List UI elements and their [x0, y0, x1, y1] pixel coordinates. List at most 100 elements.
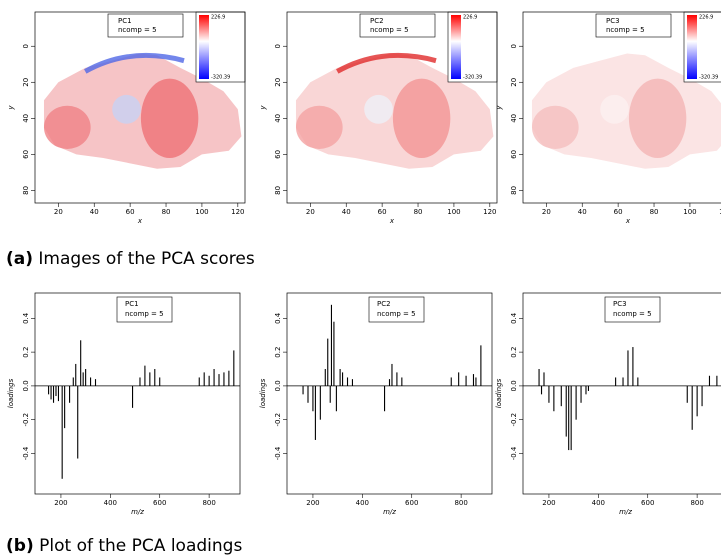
- y-tick-label: 40: [22, 114, 30, 123]
- x-tick-label: 120: [483, 208, 496, 216]
- colorbar-label: 226.9: [699, 15, 713, 21]
- y-tick-label: 80: [274, 186, 282, 195]
- legend-title: PC3: [606, 17, 620, 25]
- x-axis-label: x: [137, 217, 143, 225]
- y-tick-label: 0.0: [510, 380, 518, 391]
- plot-frame: [522, 11, 721, 204]
- legend-box: [368, 296, 425, 323]
- y-tick-label: -0.2: [274, 413, 282, 427]
- x-tick-label: 800: [202, 499, 215, 507]
- x-tick-label: 40: [578, 208, 587, 216]
- y-tick-label: 80: [22, 186, 30, 195]
- x-tick-label: 600: [641, 499, 654, 507]
- colorbar-label: -320.39: [211, 75, 230, 81]
- x-tick-label: 80: [162, 208, 171, 216]
- legend-text: ncomp = 5: [377, 310, 416, 318]
- legend-text: ncomp = 5: [118, 26, 157, 34]
- tissue-edge: [336, 52, 437, 74]
- caption: (a) Images of the PCA scores: [6, 249, 255, 269]
- x-axis-label: m/z: [131, 508, 144, 516]
- caption: (b) Plot of the PCA loadings: [6, 536, 242, 556]
- y-tick-label: 0.2: [274, 347, 282, 358]
- plot-frame: [34, 11, 246, 204]
- colorbar-label: -320.39: [463, 75, 482, 81]
- y-axis-label: y: [259, 105, 267, 111]
- y-tick-label: 0: [274, 44, 282, 48]
- x-tick-label: 80: [414, 208, 423, 216]
- y-tick-label: 20: [274, 78, 282, 87]
- x-axis-label: x: [389, 217, 395, 225]
- y-tick-label: 0.0: [274, 380, 282, 391]
- x-tick-label: 60: [614, 208, 623, 216]
- x-tick-label: 100: [447, 208, 460, 216]
- y-axis-label: y: [7, 105, 15, 111]
- colorbar: [199, 15, 209, 79]
- tissue-region: [392, 78, 451, 158]
- y-tick-label: -0.2: [22, 413, 30, 427]
- x-tick-label: 100: [195, 208, 208, 216]
- x-tick-label: 800: [454, 499, 467, 507]
- y-tick-label: 60: [274, 150, 282, 159]
- legend-box: [107, 13, 184, 38]
- x-tick-label: 100: [683, 208, 696, 216]
- y-axis-label: loadings: [7, 378, 15, 408]
- x-tick-label: 400: [356, 499, 369, 507]
- colorbar-label: 226.9: [463, 15, 477, 21]
- x-tick-label: 20: [306, 208, 315, 216]
- legend-text: ncomp = 5: [125, 310, 164, 318]
- legend-text: ncomp = 5: [613, 310, 652, 318]
- y-tick-label: 0.0: [22, 380, 30, 391]
- colorbar-label: 226.9: [211, 15, 225, 21]
- legend-box: [595, 13, 672, 38]
- y-tick-label: 0: [510, 44, 518, 48]
- y-tick-label: -0.4: [510, 446, 518, 460]
- x-tick-label: 60: [126, 208, 135, 216]
- x-tick-label: 120: [231, 208, 244, 216]
- legend-title: PC2: [370, 17, 384, 25]
- y-tick-label: -0.2: [510, 413, 518, 427]
- x-tick-label: 400: [592, 499, 605, 507]
- y-tick-label: 60: [510, 150, 518, 159]
- x-tick-label: 20: [542, 208, 551, 216]
- y-axis-label: y: [495, 105, 503, 111]
- legend-text: ncomp = 5: [370, 26, 409, 34]
- x-tick-label: 600: [405, 499, 418, 507]
- y-axis-label: loadings: [259, 378, 267, 408]
- x-tick-label: 200: [542, 499, 555, 507]
- plot-frame: [522, 292, 721, 495]
- tissue-region: [112, 94, 141, 124]
- legend-title: PC2: [377, 300, 391, 308]
- legend-text: ncomp = 5: [606, 26, 645, 34]
- panel: PC2 ncomp = 5 200 400 600 800 -0.4 -0.2 0.0 0.2 0.…: [259, 292, 493, 516]
- x-axis-label: x: [625, 217, 631, 225]
- tissue-region: [531, 105, 579, 149]
- y-tick-label: 0.4: [22, 312, 30, 324]
- y-tick-label: 40: [274, 114, 282, 123]
- y-tick-label: 0.2: [22, 347, 30, 358]
- y-tick-label: 20: [510, 78, 518, 87]
- x-tick-label: 400: [104, 499, 117, 507]
- y-tick-label: 0: [22, 44, 30, 48]
- x-tick-label: 20: [54, 208, 63, 216]
- legend-box: [604, 296, 661, 323]
- y-tick-label: 20: [22, 78, 30, 87]
- x-axis-label: m/z: [619, 508, 632, 516]
- panel: PC1 ncomp = 5 200 400 600 800 -0.4 -0.2 0.0 0.2 0.…: [7, 292, 241, 516]
- y-tick-label: 80: [510, 186, 518, 195]
- x-tick-label: 80: [650, 208, 659, 216]
- x-tick-label: 60: [378, 208, 387, 216]
- y-tick-label: 60: [22, 150, 30, 159]
- tissue-region: [295, 105, 343, 149]
- x-tick-label: 200: [54, 499, 67, 507]
- tissue-region: [628, 78, 687, 158]
- x-tick-label: 200: [306, 499, 319, 507]
- x-tick-label: 600: [153, 499, 166, 507]
- tissue-region: [140, 78, 199, 158]
- y-tick-label: 40: [510, 114, 518, 123]
- y-tick-label: 0.4: [510, 312, 518, 324]
- x-tick-label: 40: [90, 208, 99, 216]
- y-tick-label: -0.4: [22, 446, 30, 460]
- y-tick-label: -0.4: [274, 446, 282, 460]
